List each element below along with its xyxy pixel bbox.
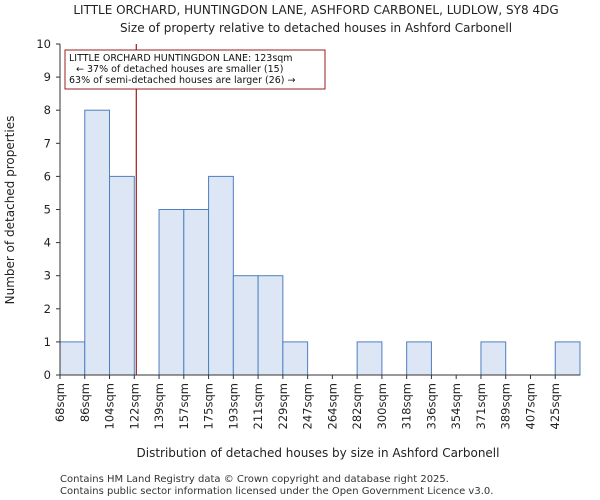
x-tick-label-264sqm: 264sqm xyxy=(325,383,339,429)
bar-86sqm xyxy=(84,109,111,376)
y-tick-label-1: 1 xyxy=(44,335,51,349)
bar-371sqm xyxy=(480,341,507,376)
chart-subtitle: Size of property relative to detached ho… xyxy=(120,21,512,35)
x-tick-label-211sqm: 211sqm xyxy=(251,383,265,429)
footer-line-1: Contains HM Land Registry data © Crown c… xyxy=(60,474,449,485)
x-tick-label-407sqm: 407sqm xyxy=(523,383,537,429)
annotation-line-2: ← 37% of detached houses are smaller (15… xyxy=(76,64,283,75)
x-tick-label-247sqm: 247sqm xyxy=(301,383,315,429)
x-tick-label-229sqm: 229sqm xyxy=(276,383,290,429)
y-tick-label-6: 6 xyxy=(44,169,51,183)
y-tick-label-9: 9 xyxy=(44,70,51,84)
x-tick-label-336sqm: 336sqm xyxy=(424,383,438,429)
bar-229sqm xyxy=(282,341,309,376)
y-tick-label-4: 4 xyxy=(44,236,51,250)
y-axis-label: Number of detached properties xyxy=(3,116,17,305)
x-tick-label-68sqm: 68sqm xyxy=(53,383,67,422)
bar-175sqm xyxy=(208,175,234,376)
bar-282sqm xyxy=(356,341,383,376)
x-tick-label-139sqm: 139sqm xyxy=(152,383,166,429)
bar-193sqm xyxy=(232,275,259,376)
bar-104sqm xyxy=(109,175,135,376)
x-tick-label-104sqm: 104sqm xyxy=(103,383,117,429)
bars-group xyxy=(59,109,581,376)
x-tick-label-389sqm: 389sqm xyxy=(499,383,513,429)
x-tick-label-300sqm: 300sqm xyxy=(375,383,389,429)
annotation-line-3: 63% of semi-detached houses are larger (… xyxy=(69,75,296,86)
y-tick-label-0: 0 xyxy=(44,368,51,382)
annotation-line-1: LITTLE ORCHARD HUNTINGDON LANE: 123sqm xyxy=(69,53,293,64)
bar-318sqm xyxy=(406,341,432,376)
x-tick-label-193sqm: 193sqm xyxy=(226,383,240,429)
y-tick-label-3: 3 xyxy=(44,269,51,283)
x-tick-label-122sqm: 122sqm xyxy=(127,383,141,429)
x-tick-label-318sqm: 318sqm xyxy=(400,383,414,429)
x-axis-label: Distribution of detached houses by size … xyxy=(137,446,500,460)
bar-425sqm xyxy=(554,341,581,376)
bar-211sqm xyxy=(257,275,284,376)
x-tick-label-371sqm: 371sqm xyxy=(474,383,488,429)
x-tick-label-425sqm: 425sqm xyxy=(548,383,562,429)
axes-group: 0 1 2 3 4 5 6 7 8 9 10 68sqm 86sqm 104sqm 122sqm 139sqm… xyxy=(36,37,580,429)
x-tick-label-86sqm: 86sqm xyxy=(78,383,92,422)
annotation-box: LITTLE ORCHARD HUNTINGDON LANE: 123sqm ←… xyxy=(64,49,326,90)
x-tick-label-175sqm: 175sqm xyxy=(202,383,216,429)
x-tick-label-282sqm: 282sqm xyxy=(350,383,364,429)
x-tick-label-354sqm: 354sqm xyxy=(449,383,463,429)
footer-line-2: Contains public sector information licen… xyxy=(60,486,493,497)
y-tick-label-5: 5 xyxy=(44,203,51,217)
bar-157sqm xyxy=(183,209,210,376)
x-tick-label-157sqm: 157sqm xyxy=(177,383,191,429)
y-tick-label-2: 2 xyxy=(44,302,51,316)
bar-139sqm xyxy=(158,209,185,376)
y-tick-label-7: 7 xyxy=(44,136,51,150)
y-tick-label-10: 10 xyxy=(36,37,51,51)
annotation-frame xyxy=(64,49,326,90)
y-tick-label-8: 8 xyxy=(44,103,51,117)
chart-title: LITTLE ORCHARD, HUNTINGDON LANE, ASHFORD… xyxy=(73,3,558,17)
bar-68sqm xyxy=(59,341,86,376)
